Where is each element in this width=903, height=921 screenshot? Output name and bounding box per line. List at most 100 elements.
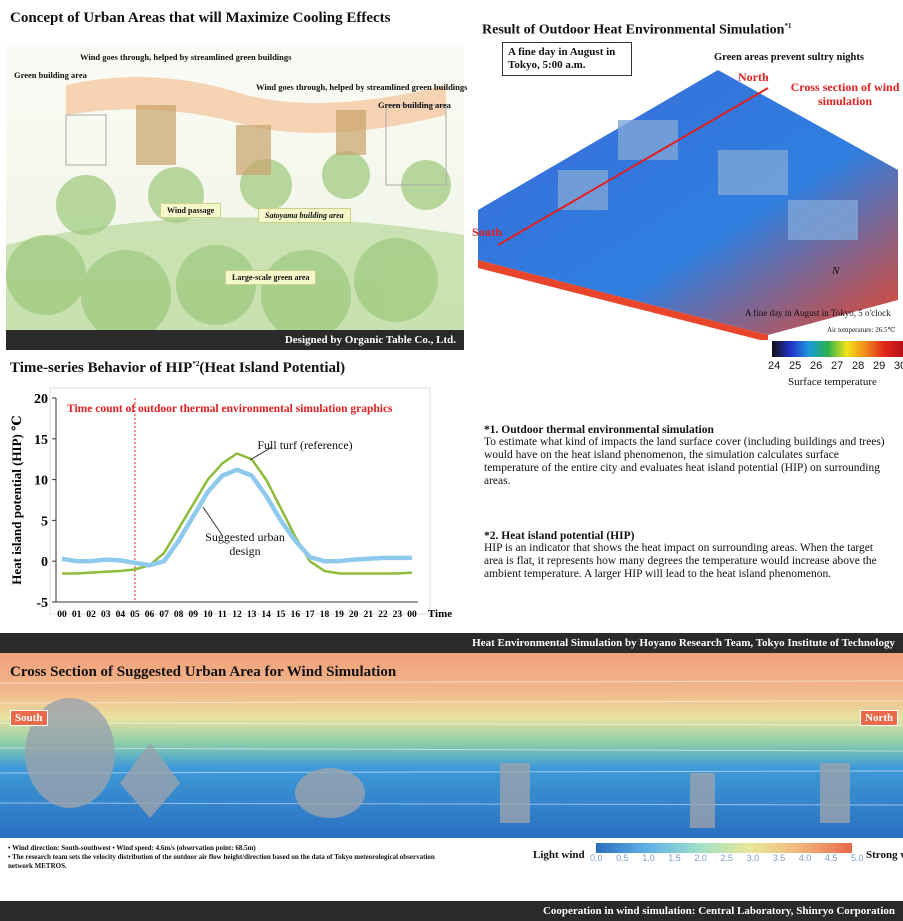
concept-label: Wind goes through, helped by streamlined… [256, 82, 468, 92]
scale-tick-label: 27 [831, 360, 844, 372]
x-tick-label: 21 [364, 610, 374, 620]
concept-area-label: Satoyama building area [258, 208, 351, 223]
note: *2. Heat island potential (HIP) HIP is an… [484, 530, 894, 581]
y-tick-label: 15 [34, 433, 48, 448]
footer: Cooperation in wind simulation: Central … [0, 901, 903, 921]
series-label: Full turf (reference) [257, 438, 353, 452]
x-tick-label: 01 [72, 610, 82, 620]
simulation-title: Result of Outdoor Heat Environmental Sim… [482, 22, 791, 39]
light-wind-label: Light wind [533, 849, 585, 861]
concept-area-label: Large-scale green area [225, 270, 317, 285]
note: *1. Outdoor thermal environmental simula… [484, 424, 894, 488]
wind-image [0, 653, 903, 838]
scale-tick-label: 30 [894, 360, 903, 372]
banner: Heat Environmental Simulation by Hoyano … [0, 633, 903, 653]
concept-area-label: Wind passage [160, 203, 222, 218]
scale-tick-label: 3.0 [746, 853, 760, 863]
x-tick-label: 04 [116, 610, 126, 620]
strong-wind-label: Strong wind [866, 849, 903, 861]
simulation-label: Green areas prevent sultry nights [714, 52, 864, 63]
concept-label: Green building area [378, 100, 451, 110]
x-tick-label: 06 [145, 610, 155, 620]
simulation-caption-2: A fine day in August in Tokyo, 5 o'clock [745, 308, 891, 318]
scale-tick-label: 29 [873, 360, 886, 372]
scale-tick-label: 4.5 [824, 853, 838, 863]
concept-credit: Designed by Organic Table Co., Ltd. [6, 330, 464, 350]
series-line [62, 452, 413, 575]
plot-frame [49, 387, 431, 615]
x-tick-label: 09 [189, 610, 199, 620]
scale-tick-label: 26 [810, 360, 823, 372]
scale-tick-label: 28 [852, 360, 865, 372]
x-tick-label: 13 [247, 610, 257, 620]
chart-title-sub: (Heat Island Potential) [199, 360, 346, 376]
concept-label: Wind goes through, helped by streamlined… [80, 52, 292, 62]
x-tick-label: 15 [276, 610, 286, 620]
x-tick-label: 17 [305, 610, 315, 620]
wind-title: Cross Section of Suggested Urban Area fo… [10, 664, 397, 680]
series-line [61, 467, 412, 568]
x-tick-label: 12 [232, 610, 242, 620]
simulation-caption: A fine day in August in Tokyo, 5:00 a.m. [502, 42, 632, 76]
x-tick-label: 23 [393, 610, 403, 620]
note-text: To estimate what kind of impacts the lan… [484, 436, 885, 487]
chart-title-text: Time-series Behavior of HIP [10, 360, 193, 376]
x-tick-label: 10 [203, 610, 213, 620]
wind-notes: • Wind direction: South-southwest • Wind… [8, 844, 448, 871]
x-tick-label: 02 [86, 610, 96, 620]
x-tick-label: 00 [407, 610, 417, 620]
scale-tick-label: 1.0 [642, 853, 655, 863]
scale-tick-label: 0.5 [616, 853, 629, 863]
label-leader [202, 506, 223, 536]
x-tick-label: 19 [334, 610, 344, 620]
chart-container: -5 0 5 10 15 20 00 01 02 03 04 05 06 07 08 09 10 11 12 13 14… [0, 380, 465, 625]
chart-title-note: *2 [192, 360, 200, 368]
scale-tick-label: 2.0 [694, 853, 707, 863]
compass: N [832, 265, 840, 277]
simulation-title-text: Result of Outdoor Heat Environmental Sim… [482, 22, 785, 38]
x-tick-label: 11 [218, 610, 227, 620]
wind-south-label: South [10, 710, 48, 726]
x-tick-label: 00 [57, 610, 67, 620]
note-heading: *1. Outdoor thermal environmental simula… [484, 424, 714, 436]
temperature-color-scale [772, 341, 903, 357]
y-tick-label: 20 [34, 392, 48, 407]
scale-tick-label: 4.0 [798, 853, 812, 863]
scale-tick-label: 0.0 [590, 853, 603, 863]
x-tick-label: 22 [378, 610, 388, 620]
y-tick-label: 5 [41, 514, 48, 529]
x-tick-label: 20 [349, 610, 359, 620]
wind-scale-ticks: 0.0 0.5 1.0 1.5 2.0 2.5 3.0 3.5 4.0 4.5 5.0 [590, 853, 865, 865]
note-text: HIP is an indicator that shows the heat … [484, 542, 877, 580]
x-tick-label: 16 [291, 610, 301, 620]
temperature-scale-label: Surface temperature [788, 376, 877, 388]
simulation-render [478, 70, 898, 342]
y-tick-label: 10 [34, 474, 48, 489]
scale-tick-label: 1.5 [668, 853, 681, 863]
x-tick-label: 18 [320, 610, 330, 620]
y-axis-label: Heat island potential (HIP) ℃ [9, 415, 24, 584]
x-axis-label: Time [428, 608, 452, 620]
x-tick-label: 08 [174, 610, 184, 620]
north-label: North [738, 70, 769, 84]
scale-tick-label: 3.5 [772, 853, 786, 863]
concept-title: Concept of Urban Areas that will Maximiz… [10, 10, 391, 26]
south-label: South [472, 225, 503, 239]
cross-section-label: Cross section of wind simulation [790, 80, 900, 108]
scale-tick-label: 24 [768, 360, 781, 372]
scale-tick-label: 25 [789, 360, 802, 372]
y-tick-label: -5 [36, 596, 48, 611]
wind-north-label: North [860, 710, 899, 726]
annotation: Time count of outdoor thermal environmen… [67, 403, 393, 415]
y-tick-label: 0 [41, 555, 48, 570]
x-tick-label: 07 [159, 610, 169, 620]
x-tick-label: 05 [130, 610, 140, 620]
wind-color-scale [596, 843, 852, 853]
label-leader [249, 446, 273, 461]
simulation-image [468, 60, 903, 342]
note-mark: *1 [784, 22, 792, 30]
series-label: Suggested urban design [205, 530, 285, 558]
scale-tick-label: 2.5 [720, 853, 734, 863]
